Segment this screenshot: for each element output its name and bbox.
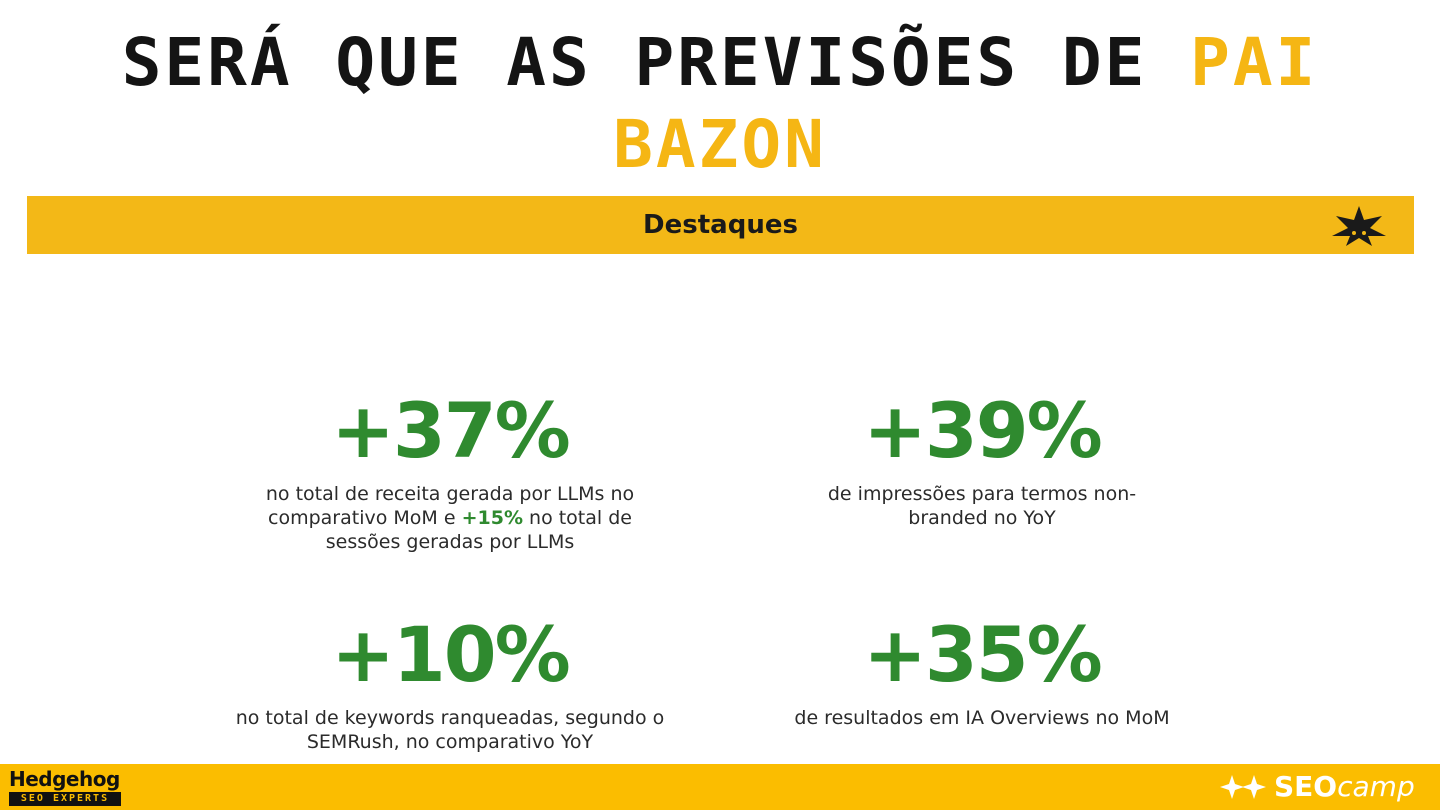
stat-description: no total de receita gerada por LLMs no c… xyxy=(230,482,670,554)
stat-description: de impressões para termos non-branded no… xyxy=(827,483,1137,529)
highlights-banner: Destaques xyxy=(27,196,1414,254)
hedgehog-logo: Hedgehog SEO EXPERTS xyxy=(9,768,125,806)
stat-desc-highlight: +15% xyxy=(461,507,523,529)
stat-keywords-ranked: +10% no total de keywords ranqueadas, se… xyxy=(222,612,678,754)
stat-description: no total de keywords ranqueadas, segundo… xyxy=(235,707,665,753)
seocamp-wordmark-strong: SEO xyxy=(1274,770,1338,803)
hedgehog-logo-subtitle: SEO EXPERTS xyxy=(9,792,121,806)
seocamp-logo: SEOcamp xyxy=(1218,770,1422,804)
spiky-hedgehog-icon xyxy=(1332,206,1386,246)
stat-desc-part-1: no total de receita gerada por LLMs no c… xyxy=(265,483,635,529)
stat-value: +10% xyxy=(331,610,571,699)
banner-label: Destaques xyxy=(643,210,798,240)
stat-description: de resultados em IA Overviews no MoM xyxy=(794,707,1170,729)
stat-value: +39% xyxy=(863,386,1103,475)
footer-bar: Hedgehog SEO EXPERTS SEOcamp xyxy=(0,764,1440,810)
hedgehog-logo-name: Hedgehog xyxy=(9,767,120,791)
title-accent: Pai Bazon xyxy=(613,24,1319,183)
stat-value: +37% xyxy=(331,386,571,475)
stat-ia-overviews: +35% de resultados em IA Overviews no Mo… xyxy=(760,612,1204,730)
stat-revenue-llm: +37% no total de receita gerada por LLMs… xyxy=(230,388,670,554)
seocamp-wordmark-light: camp xyxy=(1337,770,1415,803)
title-line-1: Será que as previsões de Pai Bazon xyxy=(0,22,1440,186)
sparkle-stars-icon xyxy=(1220,775,1266,799)
stat-desc-part-2: no total de sessões geradas por LLMs xyxy=(325,507,632,553)
title-line-1-main: Será que as previsões de xyxy=(121,24,1191,101)
stat-value: +35% xyxy=(863,610,1103,699)
stat-impressions-nonbranded: +39% de impressões para termos non-brand… xyxy=(800,388,1164,530)
seocamp-wordmark: SEOcamp xyxy=(1274,770,1415,804)
